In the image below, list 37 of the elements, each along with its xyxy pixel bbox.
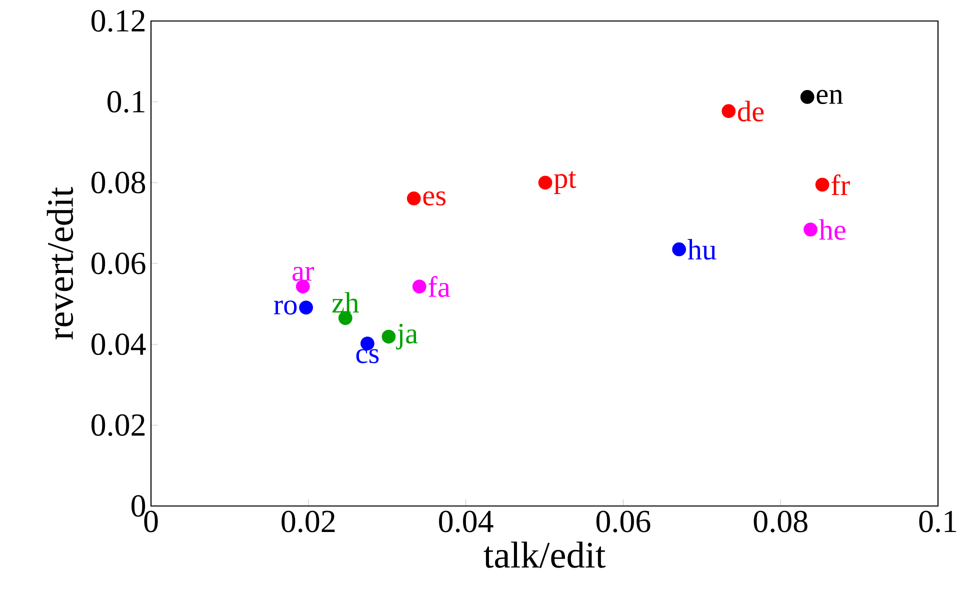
point [722,104,736,118]
series-label: zh [332,292,359,312]
series-label: fr [831,174,850,195]
point [538,176,552,190]
point [815,178,830,192]
x-axis-title: talk/edit [484,542,606,568]
y-tick-label: 0 [132,495,146,517]
x-tick-label: 0.04 [439,510,494,532]
y-tick-label: 0.04 [92,333,146,356]
series-label: de [738,100,764,122]
point [382,330,396,344]
point [412,280,426,294]
y-tick-label: 0.1 [108,90,144,113]
point [804,222,818,236]
x-tick-label: 0.08 [754,510,808,532]
series-label: he [819,219,846,240]
point [672,242,686,256]
series-label: hu [688,239,716,260]
series-label: ro [274,300,297,315]
series-label: pt [554,171,576,194]
series-label: fa [428,276,450,297]
series-label: en [816,90,843,104]
series-label: cs [356,349,379,364]
x-tick-label: 0.06 [596,510,650,532]
series-label: ar [292,266,314,281]
y-tick-label: 0.08 [92,172,146,194]
y-tick-label: 0.06 [92,252,146,274]
series-label: ja [396,324,418,350]
y-axis-title: revert/edit [46,186,74,340]
point [800,90,814,104]
y-tick-label: 0.02 [92,414,145,436]
point [406,191,421,206]
x-tick-label: 0.1 [919,510,956,532]
series-label: es [423,191,446,206]
x-tick-label: 0.02 [282,510,335,532]
y-tick-label: 0.12 [92,10,145,32]
point [299,300,313,314]
